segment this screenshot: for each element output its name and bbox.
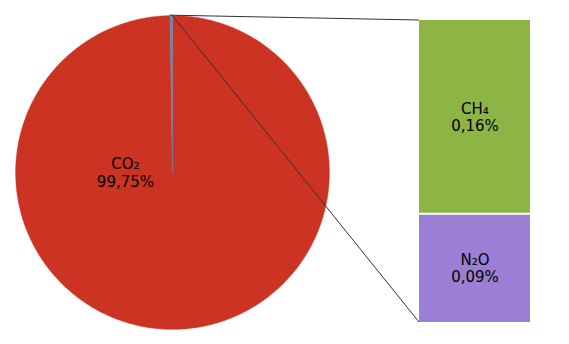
svg-text:CO₂99,75%: CO₂99,75%	[97, 155, 154, 190]
svg-text:N₂O0,09%: N₂O0,09%	[451, 251, 499, 286]
svg-text:CH₄0,16%: CH₄0,16%	[451, 100, 499, 135]
